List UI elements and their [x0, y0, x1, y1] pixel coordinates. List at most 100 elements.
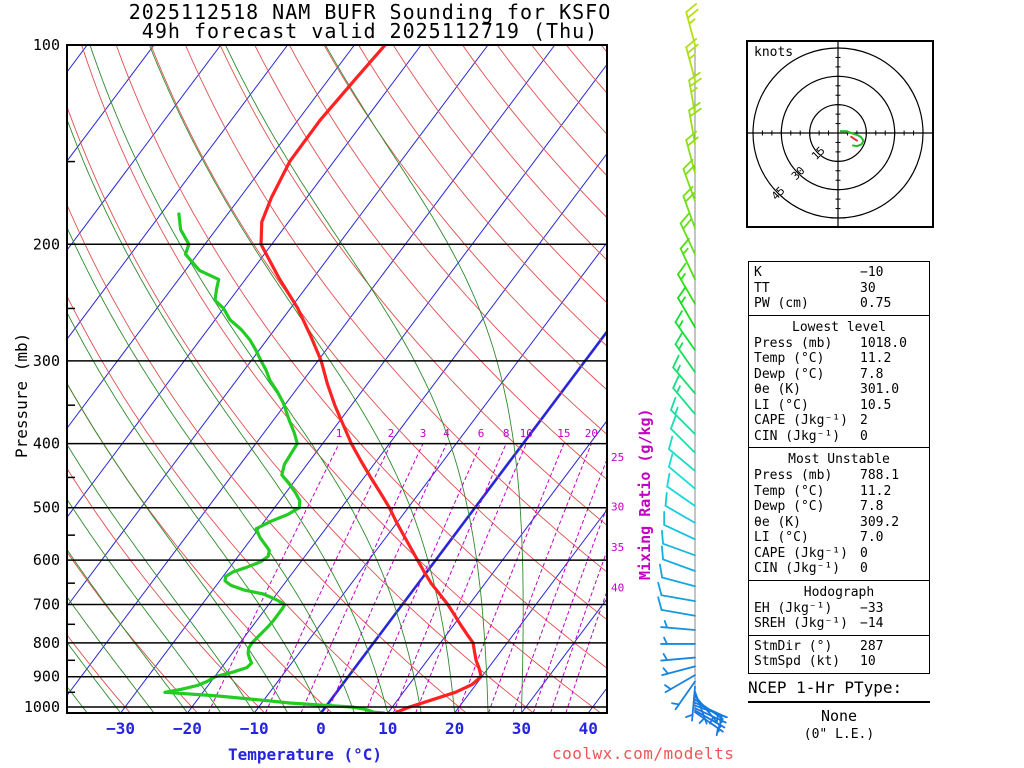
stat-label: Press (mb): [754, 468, 833, 483]
wind-barb: [677, 286, 696, 329]
stat-row: Dewp (°C) 7.8: [754, 499, 924, 515]
stat-value: 0: [860, 428, 868, 444]
stat-value: 309.2: [860, 514, 900, 530]
wind-barb: [657, 581, 696, 603]
wind-barb: [660, 636, 696, 645]
stat-label: θe (K): [754, 514, 801, 530]
storm-motion-marker: [850, 135, 858, 142]
pressure-tick-label: 600: [33, 551, 60, 569]
wind-barb: [685, 38, 699, 82]
stat-value: −14: [860, 616, 884, 631]
lowest-level-rows: Press (mb) 1018.0 Temp (°C) 11.2 Dewp (°C) 7.…: [754, 336, 924, 445]
pressure-tick-label: 100: [33, 36, 60, 54]
pressure-tick-label: 900: [33, 668, 60, 686]
temperature-tick-label: 10: [378, 719, 397, 738]
ptype-extra: (0" L.E.): [803, 727, 875, 742]
wind-barb: [661, 545, 696, 572]
stat-row: StmSpd (kt) 10: [754, 654, 924, 670]
stat-label: LI (°C): [754, 397, 809, 413]
ptype-value: None: [820, 707, 858, 725]
stat-row: PW (cm) 0.75: [754, 296, 924, 312]
mixing-ratio-value-label: 6: [478, 427, 485, 440]
wind-barb: [677, 262, 696, 305]
mixing-ratio-value-label: 4: [443, 427, 450, 440]
ptype-block: NCEP 1-Hr PType: None (0" L.E.): [748, 678, 930, 742]
mixing-ratio-axis-label: Mixing Ratio (g/kg): [636, 408, 654, 580]
stat-row: LI (°C) 7.0: [754, 530, 924, 546]
temperature-tick-label: 0: [316, 719, 326, 738]
stat-row: SREH (Jkg⁻¹) −14: [754, 616, 924, 632]
wind-barb: [661, 529, 696, 557]
wind-barb: [663, 511, 696, 541]
pressure-tick-label: 1000: [24, 698, 60, 716]
stat-label: StmSpd (kt): [754, 654, 841, 669]
stat-label: PW (cm): [754, 296, 809, 311]
mixing-ratio-value-label: 8: [503, 427, 510, 440]
stat-label: TT: [754, 280, 770, 296]
chart-title-line2: 49h forecast valid 2025112719 (Thu): [141, 19, 599, 43]
mixing-ratio-lines: [207, 443, 607, 713]
stats-panel: K −10 TT 30 PW (cm) 0.75 Lowest level Press (…: [748, 261, 930, 674]
wind-barb: [664, 674, 696, 694]
hodograph-rows: EH (Jkg⁻¹) −33 SREH (Jkg⁻¹) −14: [754, 601, 924, 632]
mixing-ratio-value-label: 40: [611, 581, 624, 594]
stat-row: CIN (Jkg⁻¹) 0: [754, 429, 924, 445]
watermark-link[interactable]: coolwx.com/modelts: [552, 744, 735, 763]
temperature-tick-label: −10: [240, 719, 269, 738]
pressure-tick-label: 500: [33, 499, 60, 517]
stat-label: Temp (°C): [754, 351, 825, 366]
plot-border: [66, 44, 608, 714]
wind-barb: [674, 310, 696, 352]
wind-barb: [664, 492, 696, 524]
stat-value: 0.75: [860, 296, 892, 311]
lowest-level-header: Lowest level: [792, 319, 886, 335]
temperature-tick-label: 20: [445, 719, 464, 738]
stat-label: CIN (Jkg⁻¹): [754, 428, 841, 444]
wind-barb: [682, 185, 696, 229]
wind-barb: [672, 375, 696, 415]
stat-value: −10: [860, 265, 884, 280]
pressure-axis-label: Pressure (mb): [12, 332, 31, 458]
stat-label: CIN (Jkg⁻¹): [754, 561, 841, 576]
stat-row: LI (°C) 10.5: [754, 398, 924, 414]
hodograph-units-label: knots: [754, 45, 794, 60]
wind-barb: [668, 435, 696, 472]
stat-row: Temp (°C) 11.2: [754, 351, 924, 367]
stat-value: 30: [860, 280, 876, 296]
divider: [749, 634, 929, 636]
pressure-tick-label: 200: [33, 235, 60, 253]
pressure-tick-label: 300: [33, 352, 60, 370]
stat-label: Press (mb): [754, 335, 833, 351]
mixing-ratio-value-label: 2: [388, 427, 395, 440]
stat-value: 0: [860, 545, 868, 561]
temperature-tick-label: −20: [173, 719, 202, 738]
indices-box: K −10 TT 30 PW (cm) 0.75: [748, 261, 930, 316]
stat-row: CAPE (Jkg⁻¹) 2: [754, 413, 924, 429]
stat-value: 10.5: [860, 397, 892, 413]
stat-value: 7.8: [860, 366, 884, 382]
stat-label: θe (K): [754, 382, 801, 397]
temperature-tick-label: −30: [106, 719, 135, 738]
mixing-ratio-value-label: 1: [336, 427, 343, 440]
lowest-level-box: Lowest level Press (mb) 1018.0 Temp (°C) 11…: [748, 314, 930, 448]
wind-barb: [685, 2, 699, 46]
pressure-tick-label: 800: [33, 634, 60, 652]
wind-barb: [688, 71, 702, 115]
wind-barb: [682, 158, 696, 202]
chart-title: 2025112518 NAM BUFR Sounding for KSFO 49…: [30, 2, 710, 43]
stat-value: 788.1: [860, 468, 900, 483]
stat-row: Dewp (°C) 7.8: [754, 367, 924, 383]
stat-value: 287: [860, 638, 884, 654]
most-unstable-box: Most Unstable Press (mb) 788.1 Temp (°C) 11…: [748, 447, 930, 581]
stat-row: Press (mb) 788.1: [754, 468, 924, 484]
stat-label: Dewp (°C): [754, 366, 825, 382]
stat-row: TT 30: [754, 281, 924, 297]
wind-barb: [674, 332, 696, 374]
pressure-tick-label: 700: [33, 595, 60, 613]
wind-barb: [657, 596, 696, 617]
stat-label: Dewp (°C): [754, 499, 825, 514]
stat-row: EH (Jkg⁻¹) −33: [754, 601, 924, 617]
